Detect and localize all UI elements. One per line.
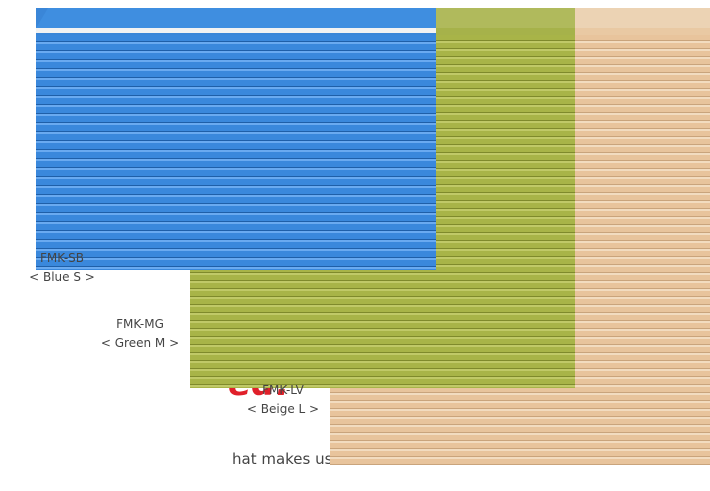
product-code: FMK-MG	[116, 317, 164, 331]
product-label: FMK-MG < Green M >	[95, 315, 185, 353]
mat-header	[36, 8, 436, 28]
product-code: FMK-SB	[39, 251, 85, 265]
product-label: FMK-LV < Beige L >	[243, 381, 323, 419]
mat-slats	[36, 35, 436, 270]
product-code: FMK-LV	[262, 383, 304, 397]
product-name: < Blue S >	[29, 270, 95, 284]
product-label: FMK-SB < Blue S >	[22, 249, 102, 287]
blue-mat	[36, 8, 436, 270]
mat-strip	[36, 28, 436, 33]
product-name: < Green M >	[100, 336, 180, 350]
product-name: < Beige L >	[246, 402, 320, 416]
